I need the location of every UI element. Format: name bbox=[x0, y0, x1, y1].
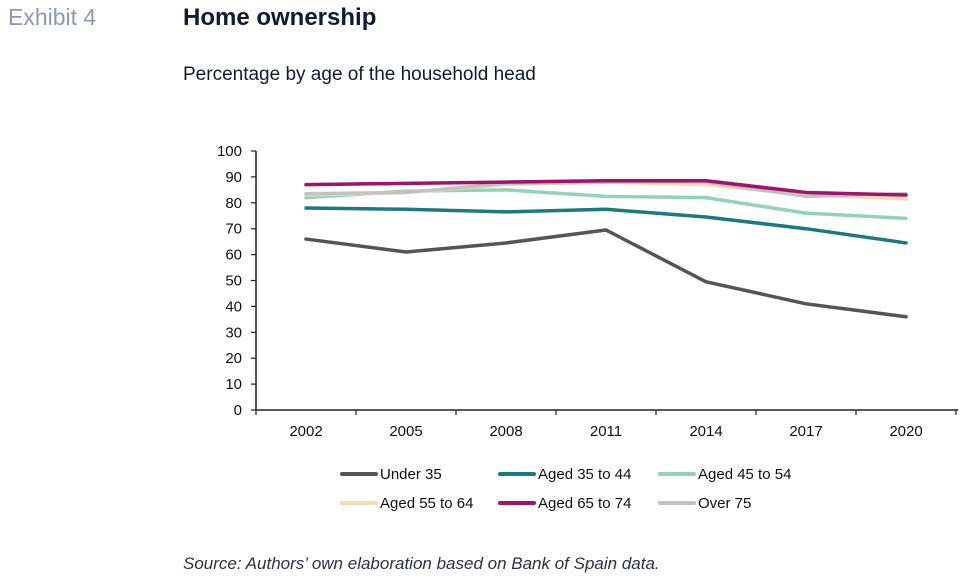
x-tick-label: 2017 bbox=[789, 423, 822, 440]
chart-series-lines bbox=[304, 179, 908, 319]
y-tick-label: 30 bbox=[225, 324, 242, 341]
y-tick-label: 10 bbox=[225, 376, 242, 393]
x-tick-label: 2008 bbox=[489, 423, 522, 440]
x-tick-label: 2014 bbox=[689, 423, 722, 440]
x-tick-label: 2011 bbox=[590, 423, 622, 440]
legend-label: Aged 65 to 74 bbox=[538, 495, 631, 512]
series-line-aged-65-to-74 bbox=[304, 179, 908, 197]
legend-label: Under 35 bbox=[380, 466, 442, 483]
chart-title: Home ownership bbox=[183, 4, 377, 31]
y-tick-label: 60 bbox=[225, 247, 242, 264]
y-tick-label: 20 bbox=[225, 350, 242, 367]
chart-legend: Under 35 Aged 35 to 44 Aged 45 to 54 Aged 5… bbox=[340, 466, 791, 512]
chart-axes: 0 10 20 30 40 50 60 70 80 90 100 2002 2005 2008 2011 20… bbox=[217, 143, 958, 440]
series-line-aged-35-to-44 bbox=[304, 206, 908, 245]
y-tick-label: 100 bbox=[217, 143, 242, 160]
y-tick-label: 90 bbox=[225, 169, 242, 186]
legend-label: Aged 45 to 54 bbox=[698, 466, 791, 483]
y-tick-label: 80 bbox=[225, 195, 242, 212]
x-tick-label: 2005 bbox=[389, 423, 422, 440]
legend-label: Over 75 bbox=[698, 495, 751, 512]
x-tick-label: 2002 bbox=[289, 423, 322, 440]
x-tick-label: 2020 bbox=[889, 423, 922, 440]
y-tick-label: 40 bbox=[225, 298, 242, 315]
legend-label: Aged 55 to 64 bbox=[380, 495, 473, 512]
y-tick-label: 0 bbox=[234, 402, 242, 419]
y-tick-label: 50 bbox=[225, 273, 242, 290]
line-chart: 0 10 20 30 40 50 60 70 80 90 100 2002 2005 2008 2011 20… bbox=[217, 143, 958, 512]
exhibit-label: Exhibit 4 bbox=[8, 4, 97, 30]
legend-label: Aged 35 to 44 bbox=[538, 466, 631, 483]
y-tick-label: 70 bbox=[225, 221, 242, 238]
source-note: Source: Authors’ own elaboration based o… bbox=[183, 554, 660, 573]
chart-subtitle: Percentage by age of the household head bbox=[183, 64, 536, 85]
series-line-under-35 bbox=[304, 228, 908, 319]
